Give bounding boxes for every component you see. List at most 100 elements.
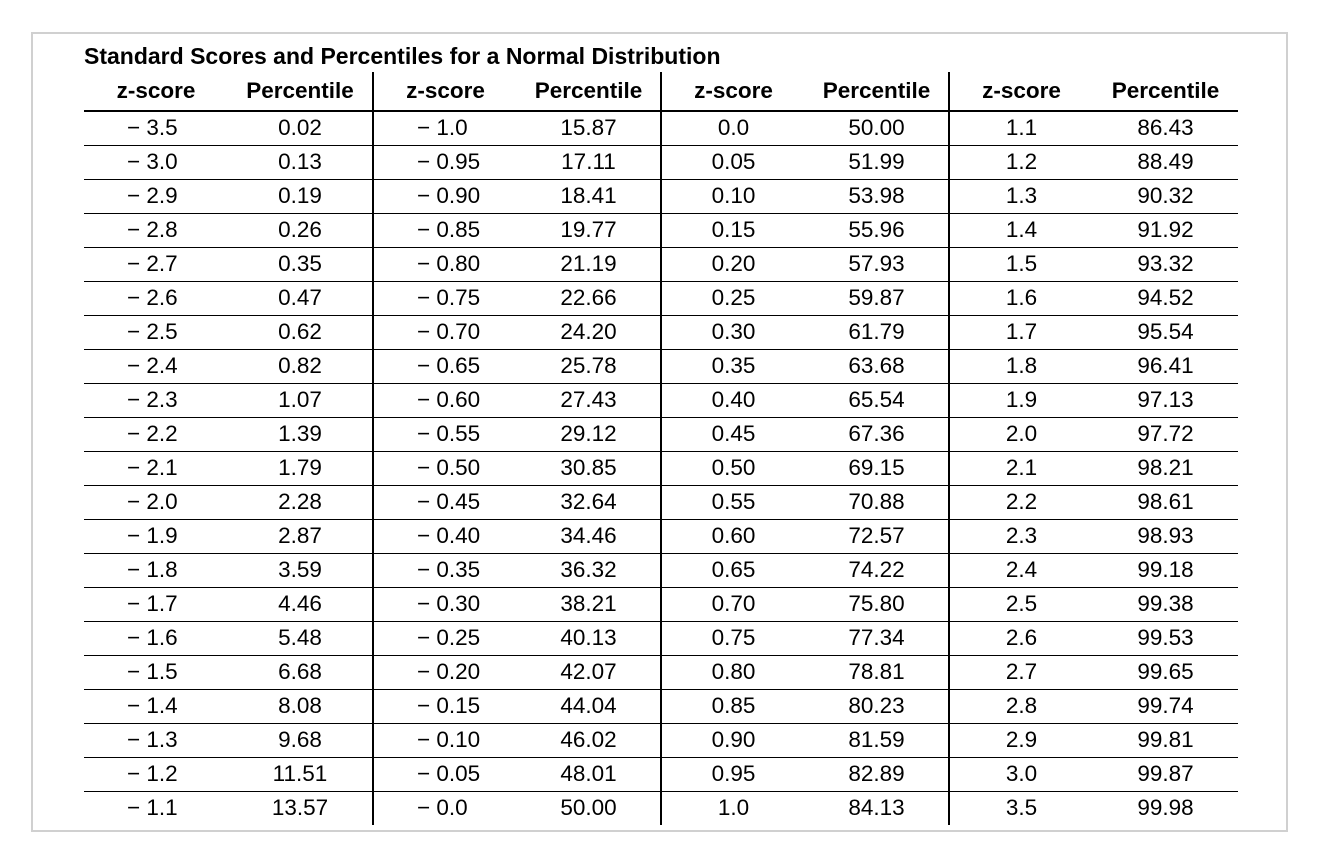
z-score-cell-4: 3.5 — [948, 791, 1093, 825]
z-score-cell-4: 2.3 — [948, 519, 1093, 554]
percentile-cell-2: 30.85 — [517, 451, 661, 486]
z-score-cell-3: 0.10 — [660, 179, 805, 214]
percentile-cell-3: 78.81 — [805, 655, 949, 690]
percentile-cell-1: 2.87 — [228, 519, 373, 554]
percentile-cell-1: 1.79 — [228, 451, 373, 486]
z-score-cell-1: − 1.2 — [84, 757, 228, 792]
percentile-cell-1: 9.68 — [228, 723, 373, 758]
z-score-cell-1: − 3.0 — [84, 145, 228, 180]
percentile-cell-4: 98.21 — [1093, 451, 1238, 486]
percentile-cell-1: 0.02 — [228, 111, 373, 146]
z-score-cell-1: − 1.7 — [84, 587, 228, 622]
table-title: Standard Scores and Percentiles for a No… — [84, 43, 721, 69]
percentile-cell-4: 98.93 — [1093, 519, 1238, 554]
z-score-cell-3: 0.50 — [660, 451, 805, 486]
percentile-cell-2: 18.41 — [517, 179, 661, 214]
percentile-cell-2: 34.46 — [517, 519, 661, 554]
z-score-cell-1: − 3.5 — [84, 111, 228, 146]
table-row: − 2.3 1.07− 0.60 27.43 0.40 65.54 1.9 97.13 — [84, 383, 1238, 418]
z-score-cell-2: − 0.75 — [372, 281, 517, 316]
percentile-cell-3: 67.36 — [805, 417, 949, 452]
percentile-cell-4: 99.53 — [1093, 621, 1238, 656]
percentile-cell-2: 32.64 — [517, 485, 661, 520]
table-row: − 2.6 0.47− 0.75 22.66 0.25 59.87 1.6 94.52 — [84, 281, 1238, 316]
percentile-cell-4: 98.61 — [1093, 485, 1238, 520]
percentile-cell-3: 65.54 — [805, 383, 949, 418]
percentile-cell-4: 99.65 — [1093, 655, 1238, 690]
percentile-cell-2: 36.32 — [517, 553, 661, 588]
z-score-cell-1: − 2.7 — [84, 247, 228, 282]
z-score-cell-1: − 2.3 — [84, 383, 228, 418]
z-score-cell-1: − 2.2 — [84, 417, 228, 452]
z-score-cell-2: − 0.20 — [372, 655, 517, 690]
z-score-cell-1: − 1.1 — [127, 795, 178, 821]
z-score-cell-3: 0.30 — [660, 315, 805, 350]
z-score-cell-4: 1.6 — [948, 281, 1093, 316]
z-score-cell-3: 1.0 — [660, 791, 805, 825]
percentile-cell-4: 99.98 — [1137, 795, 1194, 821]
percentile-cell-2: 25.78 — [517, 349, 661, 384]
percentile-cell-2: 21.19 — [517, 247, 661, 282]
percentile-cell-4: 90.32 — [1093, 179, 1238, 214]
z-score-cell-4: 1.9 — [948, 383, 1093, 418]
percentile-cell-4: 96.41 — [1093, 349, 1238, 384]
z-score-cell-3: 0.45 — [660, 417, 805, 452]
z-score-cell-3: 0.75 — [660, 621, 805, 656]
z-score-cell-2: − 0.70 — [372, 315, 517, 350]
percentile-cell-1: 0.35 — [228, 247, 373, 282]
percentile-cell-4: 97.72 — [1093, 417, 1238, 452]
z-score-cell-4: 2.0 — [948, 417, 1093, 452]
z-score-cell-3: 0.85 — [660, 689, 805, 724]
percentile-cell-2: 24.20 — [517, 315, 661, 350]
percentile-cell-1: 3.59 — [228, 553, 373, 588]
z-score-cell-4: 2.4 — [948, 553, 1093, 588]
z-score-cell-3: 0.60 — [660, 519, 805, 554]
percentile-cell-1: 0.82 — [228, 349, 373, 384]
percentile-cell-3: 72.57 — [805, 519, 949, 554]
percentile-cell-3: 75.80 — [805, 587, 949, 622]
percentile-cell-1: 6.68 — [228, 655, 373, 690]
z-score-cell-1: − 1.3 — [84, 723, 228, 758]
z-score-cell-2: − 0.05 — [372, 757, 517, 792]
z-score-cell-1: − 1.6 — [84, 621, 228, 656]
header-percentile-4: Percentile — [1093, 72, 1238, 112]
z-score-cell-3: 0.20 — [660, 247, 805, 282]
z-score-cell-3: 0.90 — [660, 723, 805, 758]
percentile-cell-2: 19.77 — [517, 213, 661, 248]
percentile-cell-1: 0.19 — [228, 179, 373, 214]
percentile-cell-1: 8.08 — [228, 689, 373, 724]
z-score-cell-2: − 0.30 — [372, 587, 517, 622]
z-score-cell-4: 1.3 — [948, 179, 1093, 214]
header-z-score-3: z-score — [660, 72, 805, 112]
percentile-cell-4: 95.54 — [1093, 315, 1238, 350]
z-score-cell-4: 2.7 — [948, 655, 1093, 690]
percentile-cell-3: 51.99 — [805, 145, 949, 180]
table-row: − 2.7 0.35− 0.80 21.19 0.20 57.93 1.5 93.32 — [84, 247, 1238, 282]
z-score-cell-4: 1.5 — [948, 247, 1093, 282]
table-row: − 1.2 11.51− 0.05 48.01 0.95 82.89 3.0 99.87 — [84, 757, 1238, 792]
table-row: − 3.5 0.02− 1.0 15.87 0.0 50.00 1.1 86.43 — [84, 111, 1238, 146]
percentile-cell-4: 99.81 — [1093, 723, 1238, 758]
percentile-cell-2: 48.01 — [517, 757, 661, 792]
z-score-cell-3: 0.70 — [660, 587, 805, 622]
header-z-score-4: z-score — [948, 72, 1093, 112]
percentile-table: z-score Percentile z-score Percentile z-… — [84, 72, 1238, 825]
percentile-cell-3: 53.98 — [805, 179, 949, 214]
z-score-cell-3: 0.0 — [660, 111, 805, 146]
percentile-cell-3: 77.34 — [805, 621, 949, 656]
z-score-cell-2: − 0.65 — [372, 349, 517, 384]
percentile-cell-1: 0.47 — [228, 281, 373, 316]
z-score-cell-2: − 0.15 — [372, 689, 517, 724]
z-score-cell-2: − 0.80 — [372, 247, 517, 282]
z-score-cell-1: − 2.5 — [84, 315, 228, 350]
percentile-cell-1: 1.39 — [228, 417, 373, 452]
percentile-cell-3: 80.23 — [805, 689, 949, 724]
table-row: − 1.3 9.68− 0.10 46.02 0.90 81.59 2.9 99.81 — [84, 723, 1238, 758]
z-score-cell-4: 1.1 — [948, 111, 1093, 146]
z-score-cell-1: − 2.6 — [84, 281, 228, 316]
table-row: − 3.0 0.13− 0.95 17.11 0.05 51.99 1.2 88.49 — [84, 145, 1238, 180]
percentile-cell-2: 29.12 — [517, 417, 661, 452]
z-score-cell-3: 0.80 — [660, 655, 805, 690]
percentile-cell-2: 15.87 — [517, 111, 661, 146]
percentile-cell-1: 0.26 — [228, 213, 373, 248]
